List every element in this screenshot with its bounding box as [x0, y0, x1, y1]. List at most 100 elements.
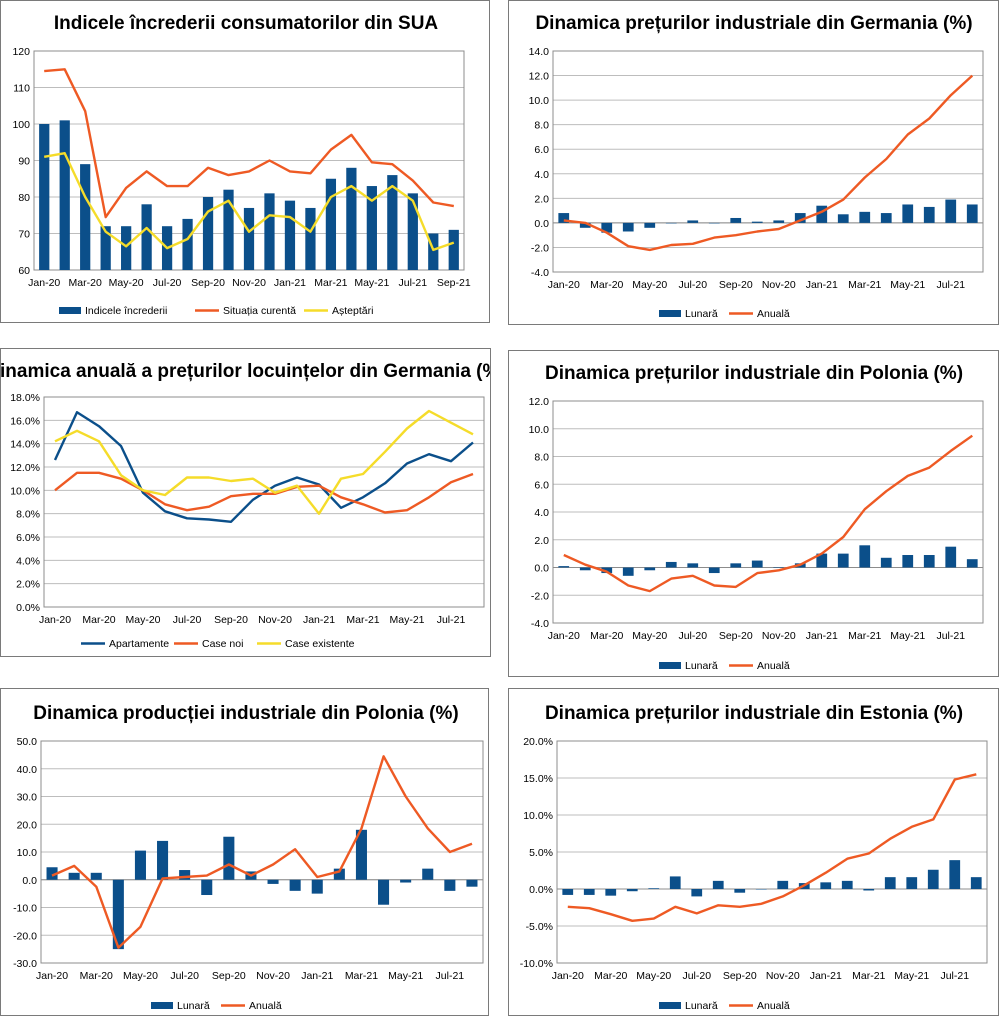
y-tick-label: 15.0%: [523, 773, 553, 785]
bar-Aug-21: [428, 233, 439, 270]
bar-Mar-21: [859, 211, 871, 223]
x-tick-label: Sep-21: [437, 277, 471, 289]
y-tick-label: 8.0%: [16, 509, 40, 521]
x-tick-label: Jan-20: [28, 277, 60, 289]
series-line-Așteptări: [43, 151, 455, 252]
x-tick-label: Sep-20: [212, 970, 246, 982]
y-tick-label: 120: [12, 46, 30, 58]
y-tick-label: 5.0%: [529, 847, 553, 859]
x-tick-label: Jul-20: [173, 614, 202, 626]
x-tick-label: Mar-20: [590, 279, 623, 291]
y-tick-label: -4.0: [531, 267, 549, 279]
chart-title: Dinamica prețurilor industriale din Esto…: [545, 703, 963, 724]
y-tick-label: 0.0%: [529, 884, 553, 896]
chart-panel-us-confidence: Indicele încrederii consumatorilor din S…: [0, 0, 490, 323]
x-tick-label: Jul-21: [436, 970, 465, 982]
bar-Jul-21: [945, 199, 957, 223]
bar-Feb-21: [837, 214, 849, 223]
bar-Aug-21: [966, 559, 978, 568]
y-tick-label: 12.0: [529, 71, 550, 83]
bar-Sep-20: [734, 889, 746, 893]
y-tick-label: 14.0: [529, 46, 550, 58]
chart-panel-de-industrial-prices: Dinamica prețurilor industriale din Germ…: [508, 0, 999, 325]
bar-Mar-20: [601, 222, 613, 233]
x-tick-label: May-21: [389, 614, 424, 626]
legend-label: Situația curentă: [223, 305, 296, 317]
x-tick-label: May-20: [636, 970, 671, 982]
x-tick-label: May-21: [354, 277, 389, 289]
bar-May-21: [906, 877, 918, 889]
legend-label: Anuală: [249, 1000, 282, 1012]
series-line-Case existente: [54, 409, 474, 515]
chart-panel-de-housing-prices: Dinamica anuală a prețurilor locuințelor…: [0, 348, 491, 657]
legend-label: Anuală: [757, 308, 790, 320]
bar-Oct-20: [755, 889, 767, 890]
bar-Feb-20: [68, 872, 80, 880]
bar-Jul-20: [687, 563, 699, 568]
y-tick-label: 12.0%: [10, 462, 40, 474]
y-tick-label: -2.0: [531, 590, 549, 602]
x-tick-label: Jul-21: [936, 279, 965, 291]
y-tick-label: 10.0: [17, 847, 38, 859]
x-tick-label: Jul-20: [682, 970, 711, 982]
x-tick-label: Sep-20: [719, 279, 753, 291]
bar-Nov-20: [267, 879, 279, 884]
bar-Jun-20: [665, 222, 677, 224]
x-tick-label: May-21: [388, 970, 423, 982]
x-tick-label: May-21: [890, 630, 925, 642]
x-tick-label: Nov-20: [256, 970, 290, 982]
y-tick-label: 0.0: [534, 218, 549, 230]
y-tick-label: 50.0: [17, 736, 38, 748]
bar-Dec-20: [794, 213, 806, 223]
y-tick-label: 0.0%: [16, 602, 40, 614]
plot-area: [43, 396, 485, 608]
y-tick-label: 30.0: [17, 792, 38, 804]
legend-swatch: [151, 1002, 173, 1009]
x-tick-label: Jan-20: [39, 614, 71, 626]
bar-Dec-20: [264, 193, 275, 270]
bar-Mar-20: [90, 872, 102, 880]
x-tick-label: Mar-21: [345, 970, 378, 982]
chart-panel-pl-industrial-production: Dinamica producției industriale din Polo…: [0, 688, 489, 1016]
bar-Sep-21: [448, 229, 459, 270]
legend-label: Așteptări: [332, 305, 373, 317]
bar-Jul-21: [444, 879, 456, 891]
y-tick-label: 6.0: [534, 144, 549, 156]
x-tick-label: Jul-20: [678, 279, 707, 291]
bar-Jun-20: [665, 561, 677, 568]
bar-Feb-20: [59, 120, 70, 270]
bar-Nov-20: [773, 567, 785, 568]
y-tick-label: 20.0%: [523, 736, 553, 748]
plot-area: [552, 50, 984, 273]
bar-Sep-20: [202, 197, 214, 270]
y-tick-label: 10.0: [529, 424, 550, 436]
bar-May-20: [121, 226, 132, 270]
x-tick-label: Nov-20: [258, 614, 292, 626]
x-tick-label: Jan-21: [301, 970, 333, 982]
series-line-Anuală: [51, 755, 473, 949]
legend-label: Lunară: [685, 1000, 718, 1012]
legend-label: Lunară: [685, 308, 718, 320]
bar-Aug-20: [708, 567, 720, 574]
bar-Feb-21: [305, 207, 316, 270]
y-tick-label: 4.0%: [16, 555, 40, 567]
x-tick-label: May-20: [123, 970, 158, 982]
bar-Mar-21: [859, 545, 871, 568]
bar-Apr-20: [626, 889, 638, 892]
x-tick-label: Sep-20: [191, 277, 225, 289]
bar-Jan-21: [820, 882, 832, 889]
x-tick-label: May-20: [125, 614, 160, 626]
bar-Dec-20: [289, 879, 301, 891]
legend-swatch: [659, 1002, 681, 1009]
x-tick-label: Mar-21: [848, 630, 881, 642]
bar-Sep-20: [730, 563, 742, 568]
x-tick-label: Sep-20: [214, 614, 248, 626]
y-tick-label: 90: [18, 156, 30, 168]
y-tick-label: 20.0: [17, 819, 38, 831]
bar-Apr-21: [884, 877, 896, 889]
x-tick-label: May-21: [890, 279, 925, 291]
bar-Apr-20: [622, 222, 634, 232]
y-tick-label: 8.0: [534, 120, 549, 132]
plot-area: [552, 400, 984, 624]
bar-Feb-21: [333, 868, 345, 880]
